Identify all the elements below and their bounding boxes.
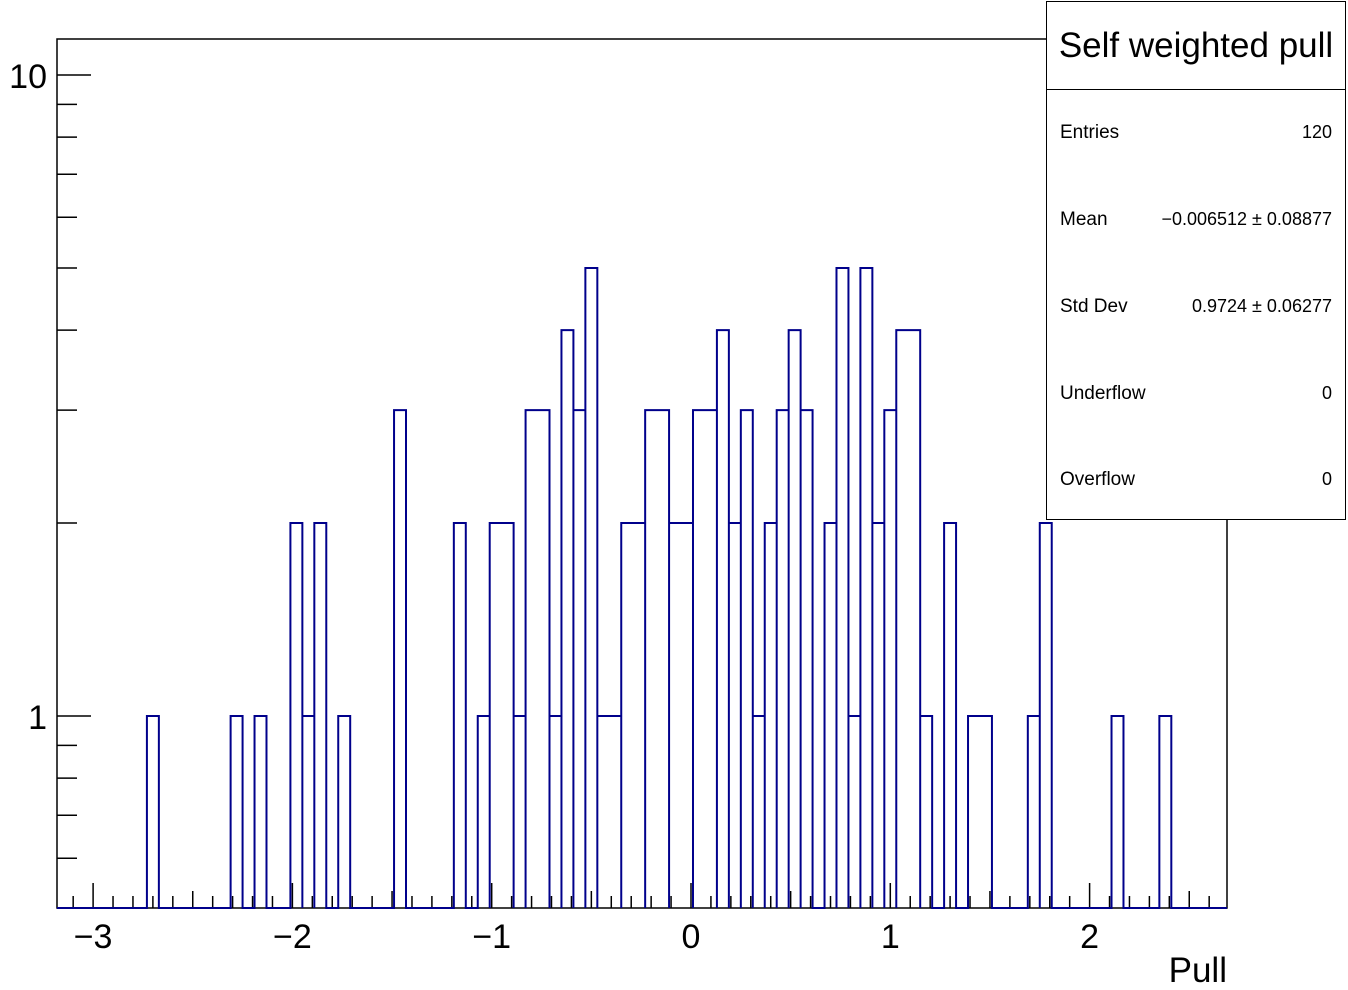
stats-title: Self weighted pull bbox=[1047, 2, 1345, 90]
y-tick-label: 10 bbox=[9, 58, 47, 96]
stats-label: Entries bbox=[1060, 122, 1120, 143]
stats-row-underflow: Underflow 0 bbox=[1047, 383, 1345, 413]
x-tick-label: 1 bbox=[881, 918, 900, 956]
x-tick-label: −2 bbox=[273, 918, 312, 956]
stats-label: Std Dev bbox=[1060, 296, 1128, 317]
x-tick-label: −1 bbox=[472, 918, 511, 956]
x-axis: −3 −2 −1 0 1 2 bbox=[72, 883, 1210, 956]
y-axis: 1 10 bbox=[9, 58, 91, 859]
x-tick-label: −3 bbox=[74, 918, 113, 956]
x-axis-label: Pull bbox=[1169, 951, 1227, 990]
x-tick-label: 0 bbox=[682, 918, 701, 956]
histogram-line bbox=[57, 266, 1227, 909]
y-tick-label: 1 bbox=[28, 699, 47, 737]
x-tick-label: 2 bbox=[1080, 918, 1099, 956]
stats-row-mean: Mean −0.006512 ± 0.08877 bbox=[1047, 209, 1345, 239]
stats-box: Self weighted pull Entries 120 Mean −0.0… bbox=[1046, 1, 1346, 520]
stats-label: Mean bbox=[1060, 209, 1108, 230]
stats-label: Underflow bbox=[1060, 383, 1146, 404]
stats-value: 0.9724 ± 0.06277 bbox=[1191, 296, 1332, 316]
stats-row-std-dev: Std Dev 0.9724 ± 0.06277 bbox=[1047, 296, 1345, 326]
stats-value: −0.006512 ± 0.08877 bbox=[1161, 209, 1332, 229]
stats-label: Overflow bbox=[1060, 469, 1135, 490]
stats-value: 0 bbox=[1321, 469, 1332, 489]
stats-row-entries: Entries 120 bbox=[1047, 122, 1345, 152]
stats-row-overflow: Overflow 0 bbox=[1047, 469, 1345, 499]
stats-value: 0 bbox=[1321, 383, 1332, 403]
stats-value: 120 bbox=[1301, 122, 1332, 142]
